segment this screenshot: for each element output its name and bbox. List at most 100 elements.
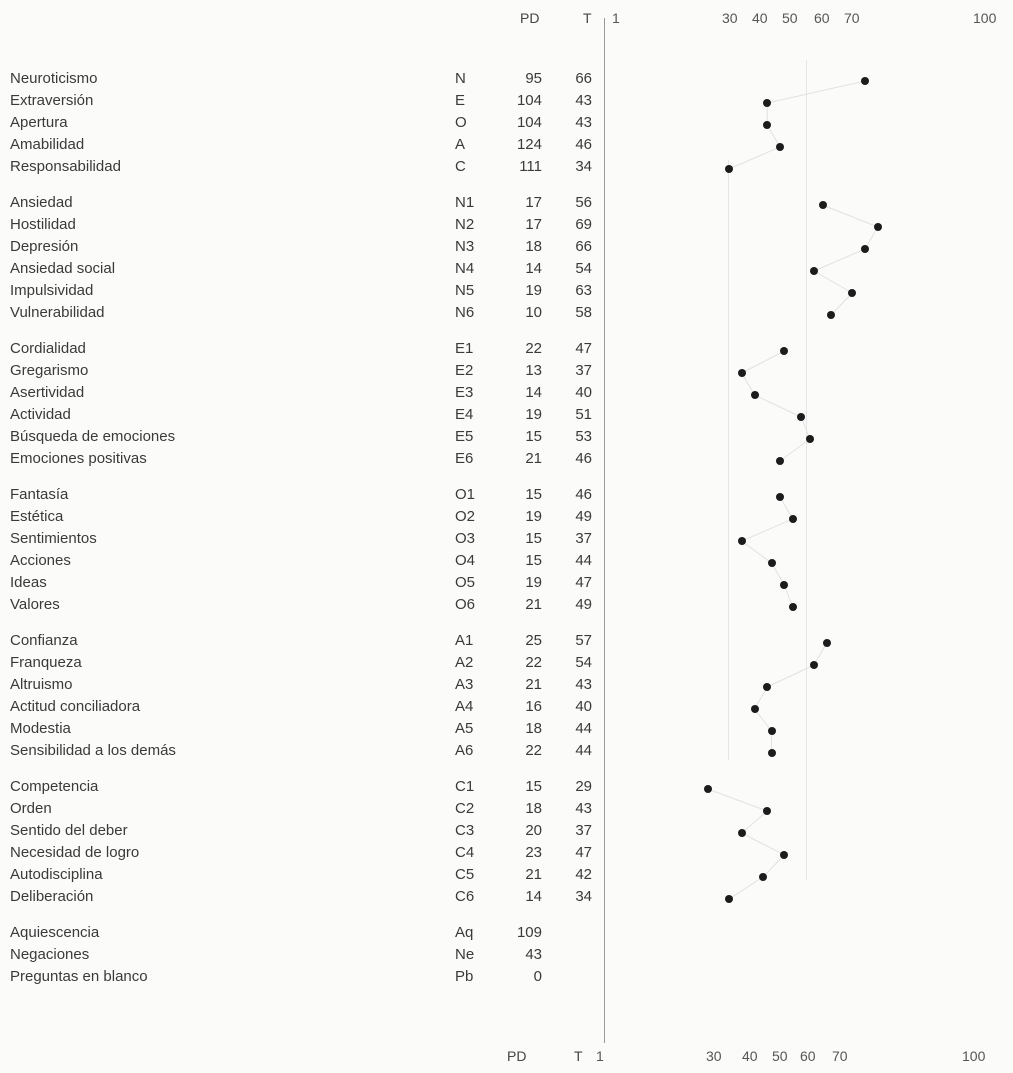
pd-score: 22 xyxy=(525,742,542,759)
pd-score: 21 xyxy=(525,596,542,613)
t-score: 49 xyxy=(575,596,592,613)
t-score: 44 xyxy=(575,720,592,737)
scale-name: Orden xyxy=(10,800,52,817)
scale-code: C5 xyxy=(455,866,475,883)
profile-baseline xyxy=(604,18,605,1043)
scale-tick-label: 40 xyxy=(742,1048,758,1064)
pd-score: 21 xyxy=(525,866,542,883)
scale-name: Competencia xyxy=(10,778,99,795)
pd-score: 17 xyxy=(525,216,542,233)
profile-dot xyxy=(767,749,776,757)
scale-name: Emociones positivas xyxy=(10,450,147,467)
profile-connector xyxy=(707,788,768,812)
scale-name: Estética xyxy=(10,508,64,525)
pd-score: 95 xyxy=(525,70,542,87)
t-score: 56 xyxy=(575,194,592,211)
scale-name: Modestia xyxy=(10,720,71,737)
scale-tick-label: 70 xyxy=(844,10,860,26)
scale-code: C1 xyxy=(455,778,475,795)
scale-name: Confianza xyxy=(10,632,78,649)
scale-name: Sentimientos xyxy=(10,530,97,547)
footer-t-label: T xyxy=(574,1048,583,1064)
scale-code: A2 xyxy=(455,654,474,671)
scale-name: Depresión xyxy=(10,238,79,255)
profile-dot xyxy=(750,705,759,713)
pd-score: 104 xyxy=(516,114,542,131)
profile-connector xyxy=(741,810,768,834)
scale-code: O4 xyxy=(455,552,476,569)
profile-connector xyxy=(754,394,802,418)
scale-code: O2 xyxy=(455,508,476,525)
scale-code: Pb xyxy=(455,968,474,985)
profile-dot xyxy=(827,311,835,319)
scale-code: E6 xyxy=(455,450,474,467)
profile-dot xyxy=(725,165,733,173)
pd-score: 19 xyxy=(525,508,542,525)
footer-pd-label: PD xyxy=(507,1048,527,1064)
profile-dot xyxy=(763,683,772,691)
t-score: 53 xyxy=(575,428,592,445)
scale-tick-label: 50 xyxy=(782,10,798,26)
profile-connector xyxy=(767,80,866,104)
scale-code: C3 xyxy=(455,822,475,839)
scale-code: O xyxy=(455,114,467,131)
profile-dot xyxy=(767,559,776,567)
t-score: 34 xyxy=(575,888,592,905)
scale-name: Extraversión xyxy=(10,92,94,109)
scale-name: Ansiedad social xyxy=(10,260,116,277)
pd-score: 14 xyxy=(525,260,542,277)
pd-score: 17 xyxy=(525,194,542,211)
scale-name: Autodisciplina xyxy=(10,866,103,883)
scale-code: O1 xyxy=(455,486,476,503)
pd-score: 104 xyxy=(516,92,542,109)
pd-score: 18 xyxy=(525,720,542,737)
pd-score: 15 xyxy=(525,778,542,795)
profile-dot xyxy=(737,829,746,837)
t-score: 57 xyxy=(575,632,592,649)
profile-dot xyxy=(805,435,814,443)
profile-dot xyxy=(776,457,784,465)
scale-tick-label: 30 xyxy=(706,1048,722,1064)
profile-dot xyxy=(759,873,767,881)
scale-code: N3 xyxy=(455,238,475,255)
scale-code: A6 xyxy=(455,742,474,759)
scale-code: N2 xyxy=(455,216,475,233)
profile-connector xyxy=(728,146,781,170)
scale-name: Hostilidad xyxy=(10,216,76,233)
profile-connector xyxy=(779,438,811,462)
scale-code: O5 xyxy=(455,574,476,591)
scale-tick-label: 60 xyxy=(800,1048,816,1064)
pd-score: 14 xyxy=(525,888,542,905)
pd-score: 18 xyxy=(525,238,542,255)
scale-name: Actitud conciliadora xyxy=(10,698,141,715)
profile-dot xyxy=(725,895,733,903)
pd-score: 15 xyxy=(525,486,542,503)
scale-tick-label: 1 xyxy=(596,1048,604,1064)
scale-code: O6 xyxy=(455,596,476,613)
t-score: 29 xyxy=(575,778,592,795)
profile-connector xyxy=(741,832,785,856)
pd-score: 0 xyxy=(533,968,542,985)
guide-line-60 xyxy=(806,60,807,880)
t-score: 43 xyxy=(575,114,592,131)
scale-code: A1 xyxy=(455,632,474,649)
profile-dot xyxy=(737,537,746,545)
pd-score: 13 xyxy=(525,362,542,379)
scale-code: O3 xyxy=(455,530,476,547)
scale-code: Ne xyxy=(455,946,475,963)
profile-dot xyxy=(788,515,797,523)
scale-name: Sensibilidad a los demás xyxy=(10,742,176,759)
profile-dot xyxy=(763,121,772,129)
pd-score: 19 xyxy=(525,282,542,299)
t-score: 66 xyxy=(575,238,592,255)
pd-score: 21 xyxy=(525,450,542,467)
profile-dot xyxy=(810,267,818,275)
t-score: 37 xyxy=(575,822,592,839)
guide-line-40 xyxy=(728,160,729,760)
header-pd-label: PD xyxy=(520,10,540,26)
profile-dot xyxy=(780,347,789,355)
scale-name: Altruismo xyxy=(10,676,73,693)
pd-score: 124 xyxy=(516,136,542,153)
profile-connector xyxy=(767,664,815,688)
